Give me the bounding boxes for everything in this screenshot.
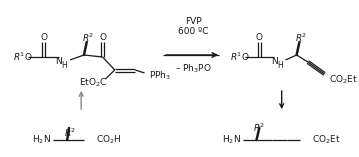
Text: $R^1$O: $R^1$O <box>13 51 33 63</box>
Text: N: N <box>55 57 62 67</box>
Text: O: O <box>256 33 263 43</box>
Text: CO$_2$Et: CO$_2$Et <box>329 74 358 86</box>
Text: EtO$_2$C: EtO$_2$C <box>79 77 107 89</box>
Text: CO$_2$Et: CO$_2$Et <box>312 134 341 146</box>
Text: FVP: FVP <box>185 17 201 27</box>
Text: $R^2$: $R^2$ <box>83 32 95 44</box>
Text: – Ph$_3$PO: – Ph$_3$PO <box>175 63 211 75</box>
Text: N: N <box>271 57 278 67</box>
Text: 600 ºC: 600 ºC <box>178 27 208 36</box>
Text: $R^2$: $R^2$ <box>295 32 307 44</box>
Text: H$_2$N: H$_2$N <box>32 134 51 146</box>
Text: $R^2$: $R^2$ <box>253 122 265 134</box>
Text: O: O <box>40 33 47 43</box>
Text: H: H <box>61 60 67 70</box>
Text: O: O <box>99 33 106 43</box>
Text: $R^2$: $R^2$ <box>64 127 76 139</box>
Text: $R^1$O: $R^1$O <box>230 51 250 63</box>
Text: CO$_2$H: CO$_2$H <box>96 134 122 146</box>
Text: PPh$_3$: PPh$_3$ <box>149 70 171 82</box>
Text: H$_2$N: H$_2$N <box>222 134 241 146</box>
Text: H: H <box>277 60 283 70</box>
